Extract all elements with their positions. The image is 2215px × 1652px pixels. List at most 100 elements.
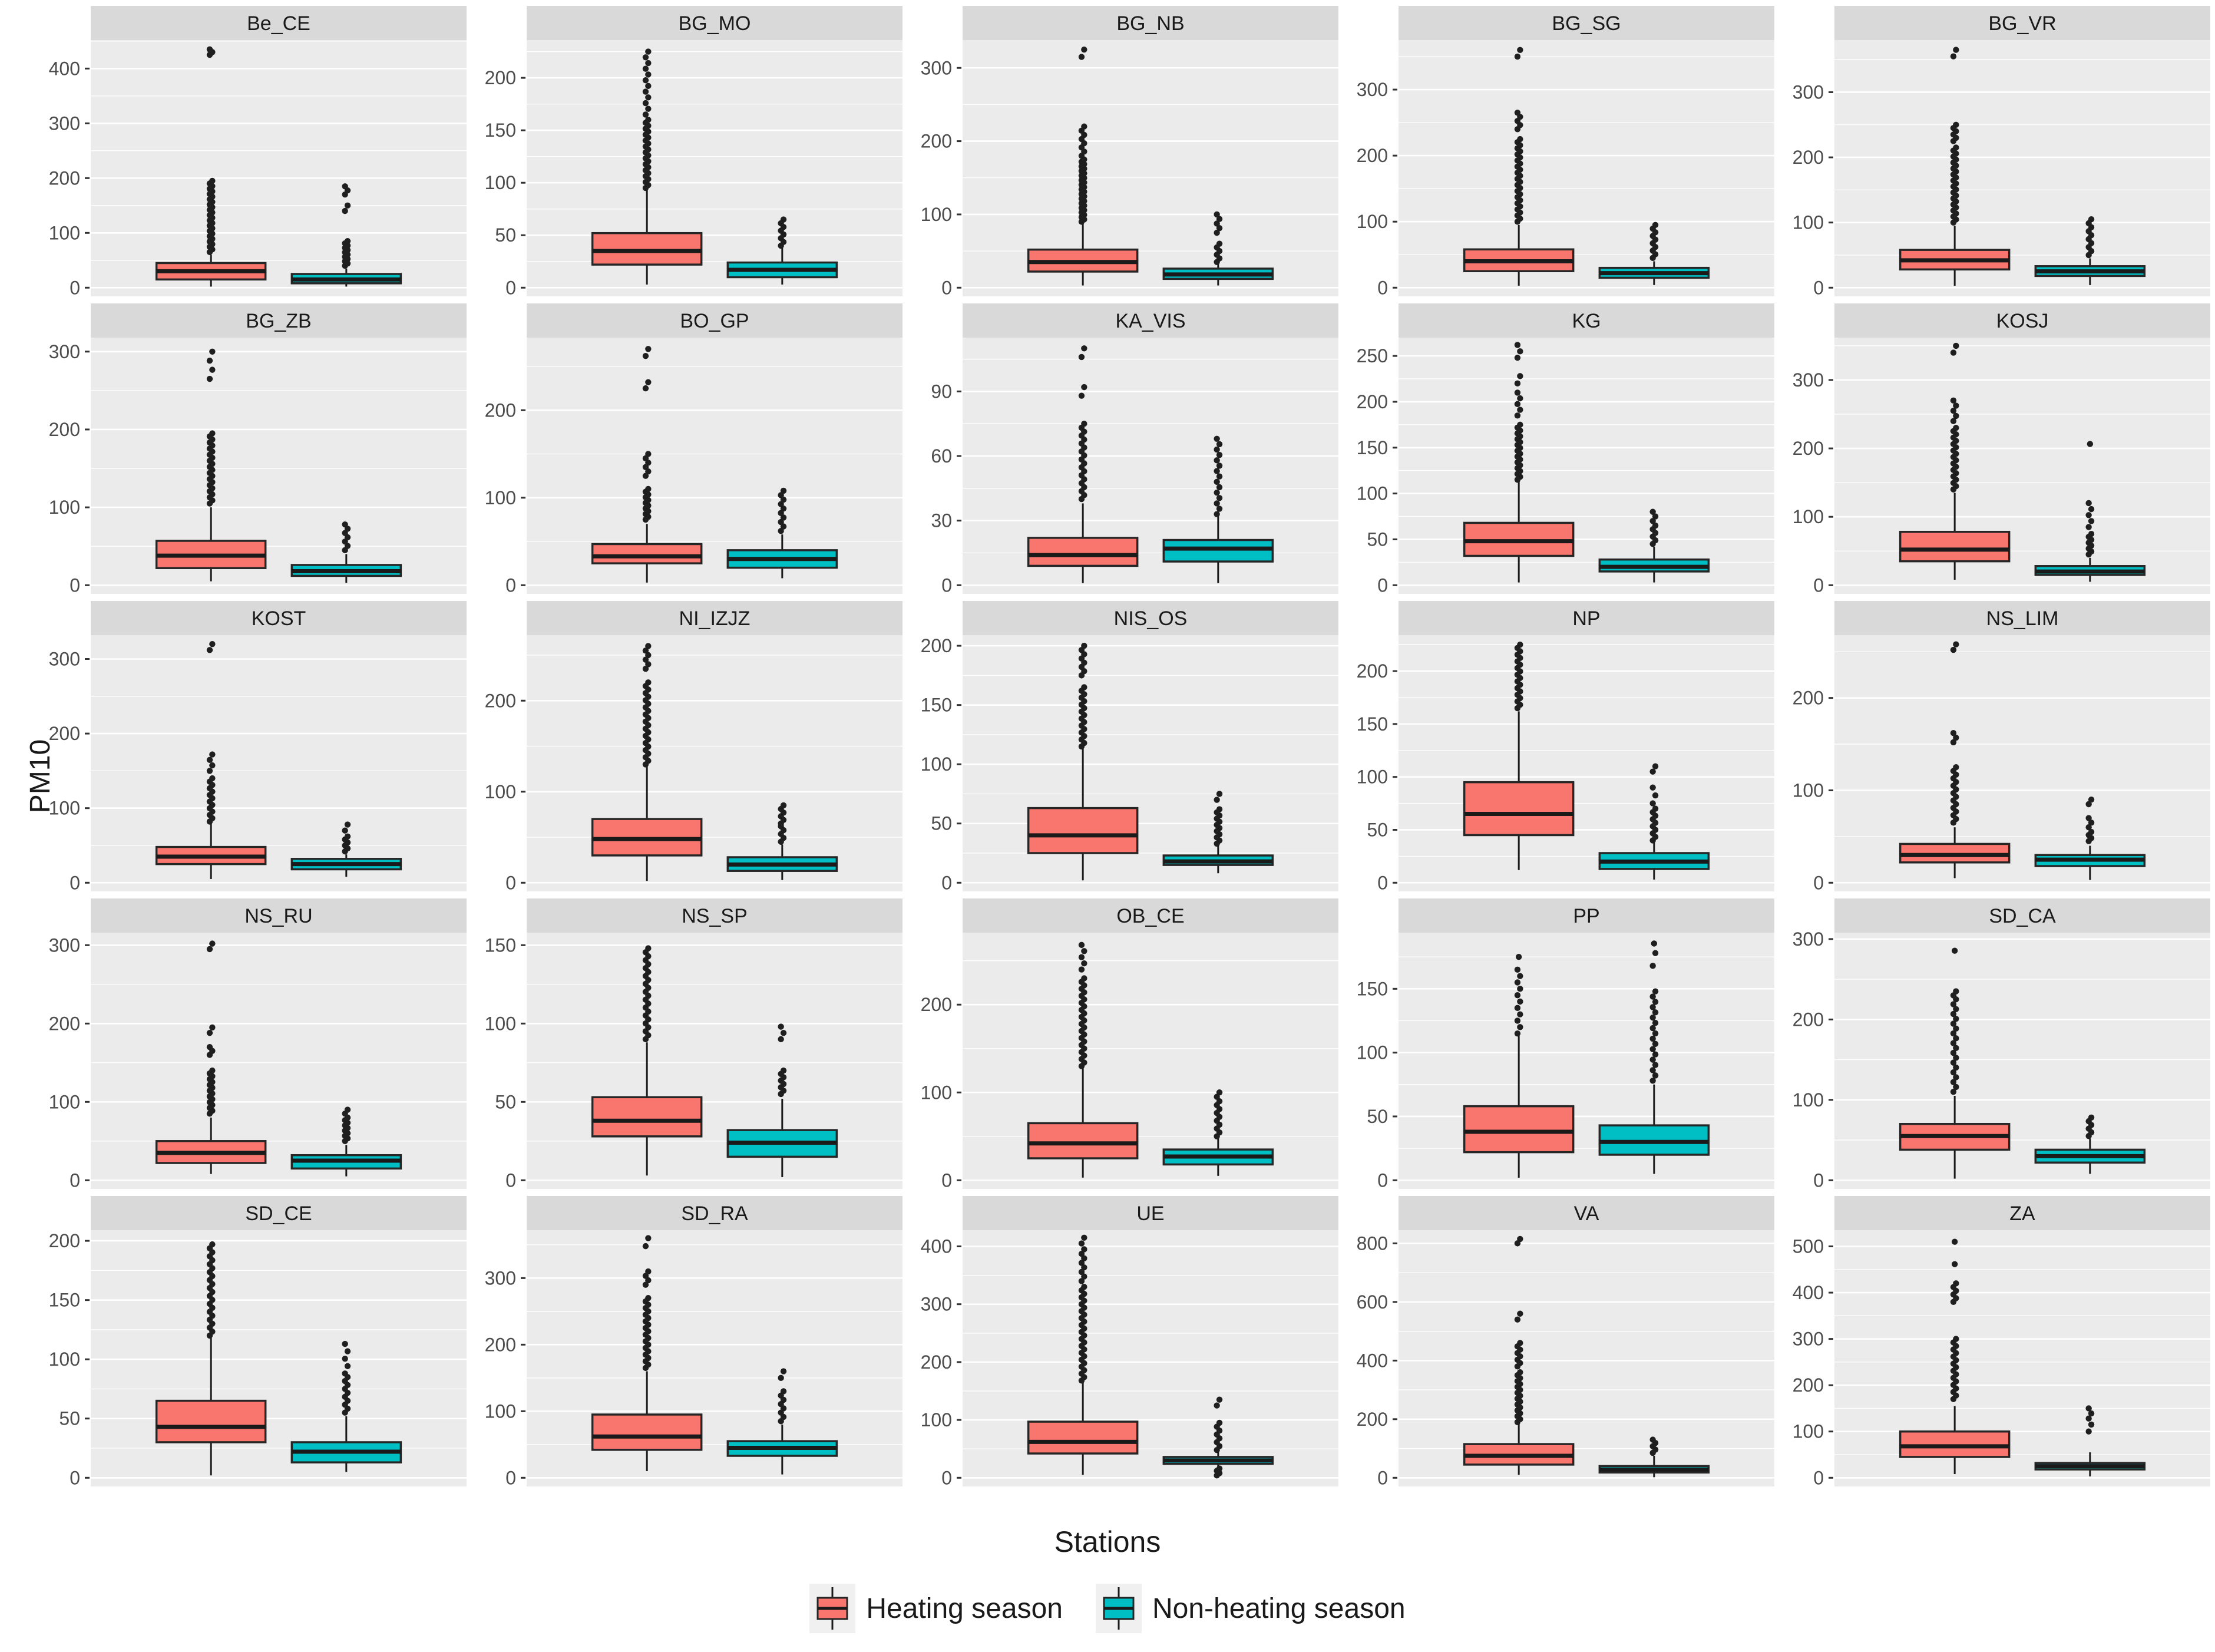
outlier-point xyxy=(1078,954,1085,960)
facet-panel-Be_CE: Be_CE 0 100 200 300 400 xyxy=(49,6,467,298)
facet-cell-BG_MO: BG_MO 0 50 100 150 200 xyxy=(470,6,906,303)
non-heating-boxplot xyxy=(1162,211,1274,286)
panel-background xyxy=(963,933,1338,1189)
outlier-point xyxy=(1081,1246,1087,1253)
outlier-point xyxy=(2088,1410,2095,1417)
non-heating-boxplot xyxy=(1162,435,1274,583)
facet-cell-NS_SP: NS_SP 0 50 100 150 xyxy=(470,898,906,1196)
axis-tick-label: 500 xyxy=(1793,1235,1824,1257)
outlier-point xyxy=(342,827,348,834)
facet-cell-ZA: ZA 0 100 200 300 400 500 xyxy=(1778,1196,2214,1494)
outlier-point xyxy=(645,60,652,67)
strip-header xyxy=(1834,898,2210,933)
strip-title: KOST xyxy=(252,607,306,630)
outlier-point xyxy=(344,821,351,828)
axis-tick-label: 200 xyxy=(49,167,80,189)
strip-header xyxy=(527,601,902,635)
axis-tick-label: 200 xyxy=(49,723,80,744)
outlier-point xyxy=(1081,1234,1087,1241)
axis-tick-label: 50 xyxy=(59,1408,80,1429)
outlier-point xyxy=(1216,225,1223,232)
strip-title: VA xyxy=(1574,1202,1599,1225)
outlier-point xyxy=(1214,1402,1220,1409)
facet-cell-KG: KG 0 50 100 150 200 250 xyxy=(1342,303,1778,601)
panel-background xyxy=(1834,1230,2210,1486)
legend-label-heating: Heating season xyxy=(866,1592,1063,1624)
outlier-point xyxy=(778,1023,784,1030)
non-heating-boxplot xyxy=(726,1023,838,1177)
facet-panel-BG_VR: BG_VR 0 100 200 300 xyxy=(1793,6,2210,298)
axis-tick-label: 400 xyxy=(49,58,80,79)
axis-tick-label: 100 xyxy=(1793,506,1824,527)
outlier-point xyxy=(1649,784,1656,791)
axis-tick-label: 400 xyxy=(921,1235,952,1257)
outlier-point xyxy=(1953,402,1959,409)
facet-cell-SD_RA: SD_RA 0 100 200 300 xyxy=(470,1196,906,1494)
facet-panel-BG_ZB: BG_ZB 0 100 200 300 xyxy=(49,303,467,596)
strip-title: BG_MO xyxy=(679,12,751,35)
axis-tick-label: 200 xyxy=(485,1334,516,1355)
axis-tick-label: 60 xyxy=(931,445,952,467)
facet-panel-OB_CE: OB_CE 0 100 200 xyxy=(921,898,1338,1191)
outlier-point xyxy=(1216,505,1223,512)
outlier-point xyxy=(1517,136,1523,143)
facet-cell-BG_NB: BG_NB 0 100 200 300 xyxy=(906,6,1342,303)
outlier-point xyxy=(1649,1015,1656,1021)
outlier-point xyxy=(1514,1005,1521,1012)
outlier-point xyxy=(1652,1009,1659,1016)
panel-background xyxy=(91,635,467,891)
outlier-point xyxy=(1649,508,1656,515)
outlier-point xyxy=(1081,975,1087,982)
strip-title: NP xyxy=(1572,607,1600,630)
outlier-point xyxy=(206,1030,213,1036)
outlier-point xyxy=(2087,441,2094,447)
outlier-point xyxy=(1214,468,1220,474)
non-heating-boxplot xyxy=(290,521,402,583)
outlier-point xyxy=(1652,950,1659,956)
outlier-point xyxy=(206,768,213,774)
facet-panel-BG_SG: BG_SG 0 100 200 300 xyxy=(1357,6,1774,298)
outlier-point xyxy=(1081,420,1087,427)
heating-boxplot xyxy=(155,46,267,287)
outlier-point xyxy=(2085,1415,2092,1422)
outlier-point xyxy=(1950,1010,1957,1017)
legend-item-non-heating: Non-heating season xyxy=(1095,1584,1406,1633)
axis-tick-label: 200 xyxy=(1357,660,1388,682)
strip-header xyxy=(527,303,902,338)
axis-tick-label: 300 xyxy=(49,934,80,956)
strip-header xyxy=(963,303,1338,338)
outlier-point xyxy=(1950,1088,1957,1095)
outlier-point xyxy=(780,216,787,223)
outlier-point xyxy=(642,385,649,392)
axis-tick-label: 300 xyxy=(1793,929,1824,950)
outlier-point xyxy=(642,352,649,359)
outlier-point xyxy=(645,48,652,55)
strip-title: ZA xyxy=(2009,1202,2035,1225)
outlier-point xyxy=(642,656,649,663)
strip-header xyxy=(91,1196,467,1230)
outlier-point xyxy=(206,756,213,764)
outlier-point xyxy=(2088,1421,2095,1428)
outlier-point xyxy=(780,523,787,530)
outlier-point xyxy=(209,940,216,947)
outlier-point xyxy=(642,1243,649,1250)
axis-tick-label: 200 xyxy=(1793,1375,1824,1396)
outlier-point xyxy=(645,945,652,951)
axis-tick-label: 0 xyxy=(505,872,516,893)
outlier-point xyxy=(1950,1079,1957,1085)
outlier-point xyxy=(1517,395,1523,402)
outlier-point xyxy=(1953,412,1959,419)
outlier-point xyxy=(209,366,216,373)
outlier-point xyxy=(1652,1030,1659,1037)
outlier-point xyxy=(1078,1250,1085,1257)
axis-tick-label: 30 xyxy=(931,510,952,531)
outlier-point xyxy=(642,65,649,72)
strip-header xyxy=(91,601,467,635)
outlier-point xyxy=(344,1106,351,1113)
outlier-point xyxy=(1214,500,1220,507)
axis-tick-label: 0 xyxy=(1377,574,1388,596)
axis-tick-label: 0 xyxy=(70,574,80,596)
outlier-point xyxy=(1216,451,1223,458)
outlier-point xyxy=(1514,380,1521,387)
outlier-point xyxy=(1953,1055,1959,1061)
